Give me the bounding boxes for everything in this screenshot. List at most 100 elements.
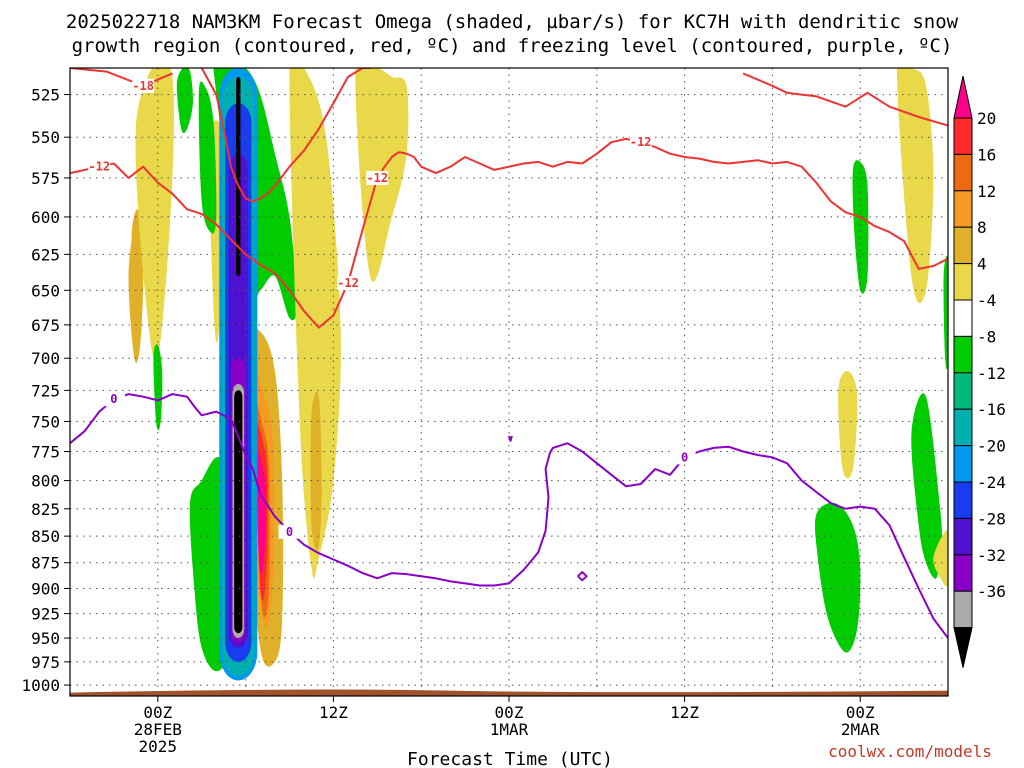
y-tick-label: 575	[31, 169, 60, 188]
terrain	[70, 689, 948, 696]
y-tick-label: 750	[31, 412, 60, 431]
colorbar-segment	[953, 517, 973, 556]
colorbar-label: 20	[977, 109, 996, 128]
freezing-level-contour-line	[70, 393, 948, 639]
colorbar-label: -4	[977, 291, 996, 310]
colorbar-label: 8	[977, 218, 987, 237]
ascent-core	[219, 68, 258, 681]
freezing-level-contours	[70, 393, 948, 639]
omega-region-gold	[310, 391, 322, 550]
colorbar-label: -32	[977, 546, 1006, 565]
y-tick-label: 925	[31, 605, 60, 624]
omega-region-green	[176, 68, 193, 134]
y-tick-label: 950	[31, 629, 60, 648]
contour-label-bg	[132, 78, 155, 93]
colorbar-label: -12	[977, 364, 1006, 383]
credit-text: coolwx.com/models	[828, 742, 992, 761]
dgz-contour-line	[200, 68, 370, 203]
colorbar-label: -36	[977, 582, 1006, 601]
contour-label-text: -18	[132, 79, 154, 93]
contour-label-text: -12	[337, 276, 359, 290]
y-tick-label: 725	[31, 381, 60, 400]
chart-title-line-2: growth region (contoured, red, ºC) and f…	[72, 35, 953, 57]
y-tick-label: 900	[31, 580, 60, 599]
contour-label-text: -12	[630, 135, 652, 149]
x-tick-label: 12Z	[319, 703, 348, 722]
y-tick-label: 550	[31, 128, 60, 147]
colorbar-segment	[953, 190, 973, 228]
y-tick-label: 825	[31, 500, 60, 519]
contour-label-bg	[366, 170, 389, 185]
x-tick-label: 00Z	[143, 703, 172, 722]
colorbar-label: -24	[977, 473, 1006, 492]
colorbar-label: -20	[977, 437, 1006, 456]
terrain-band	[70, 689, 948, 696]
colorbar-label: 16	[977, 145, 996, 164]
colorbar-label: 4	[977, 255, 987, 274]
y-tick-label: 600	[31, 208, 60, 227]
plot-area	[70, 68, 948, 696]
y-tick-label: 850	[31, 527, 60, 546]
contour-labels: -18 -12 -12 -12 -12 0 0 0	[88, 78, 696, 539]
y-tick-label: 800	[31, 472, 60, 491]
y-tick-label: 875	[31, 554, 60, 573]
y-axis: 525 550 575 600 625 650 675 700 725 750 775 800 825 8…	[21, 86, 70, 695]
colorbar-label: -28	[977, 509, 1006, 528]
colorbar: 20 16 12 8 4 -4 -8 -12 -16 -20 -24 -28 -32 -36	[953, 75, 1006, 668]
contour-label-bg	[673, 450, 696, 465]
x-tick-label: 00Z	[846, 703, 875, 722]
omega-region-yellow	[135, 68, 174, 364]
colorbar-segment	[953, 445, 973, 483]
omega-region-gold	[131, 209, 142, 312]
ascent-core-layer-black	[236, 76, 241, 277]
contour-label-bg	[629, 135, 652, 150]
y-tick-label: 525	[31, 86, 60, 105]
x-tick-label: 2025	[139, 737, 178, 756]
contour-label-text: 0	[286, 525, 293, 539]
contour-label-bg	[278, 524, 301, 539]
colorbar-bottom-arrow	[953, 627, 973, 668]
x-tick-label: 28FEB	[134, 720, 182, 739]
dgz-contour-line	[70, 68, 173, 87]
omega-region-yellow	[838, 371, 858, 479]
omega-region-green	[911, 393, 942, 579]
omega-region-yellow	[896, 68, 934, 304]
colorbar-segment	[953, 554, 973, 592]
contour-label-text: 0	[681, 450, 688, 464]
colorbar-segment	[953, 335, 973, 374]
freezing-level-contour-line	[577, 571, 588, 582]
y-tick-label: 675	[31, 316, 60, 335]
x-axis-title: Forecast Time (UTC)	[407, 749, 613, 768]
colorbar-segment	[953, 263, 973, 301]
colorbar-segment	[953, 299, 973, 337]
y-tick-label: 650	[31, 281, 60, 300]
ascent-core-layer-black	[234, 390, 243, 634]
omega-region-green	[814, 502, 861, 653]
omega-region-magenta	[257, 452, 267, 574]
colorbar-segment	[953, 481, 973, 519]
colorbar-top-arrow	[953, 75, 973, 119]
y-tick-label: 625	[31, 245, 60, 264]
contour-label-text: 0	[110, 392, 117, 406]
contour-label-bg	[88, 159, 111, 174]
dgz-contour-line	[742, 72, 948, 127]
contour-label-text: -12	[366, 171, 388, 185]
contour-label-bg	[337, 276, 360, 291]
x-tick-label: 2MAR	[841, 720, 880, 739]
colorbar-segment	[953, 153, 973, 192]
y-tick-label: 975	[31, 653, 60, 672]
colorbar-label: -8	[977, 327, 996, 346]
colorbar-segment	[953, 408, 973, 447]
omega-region-green	[943, 255, 948, 370]
dgz-contours	[70, 68, 948, 329]
colorbar-segment	[953, 117, 973, 155]
y-tick-label: 700	[31, 349, 60, 368]
colorbar-label: 12	[977, 182, 996, 201]
contour-label-bg	[102, 392, 125, 407]
colorbar-label: -16	[977, 400, 1006, 419]
x-tick-label: 00Z	[495, 703, 524, 722]
colorbar-segment	[953, 590, 973, 629]
x-tick-label: 12Z	[670, 703, 699, 722]
